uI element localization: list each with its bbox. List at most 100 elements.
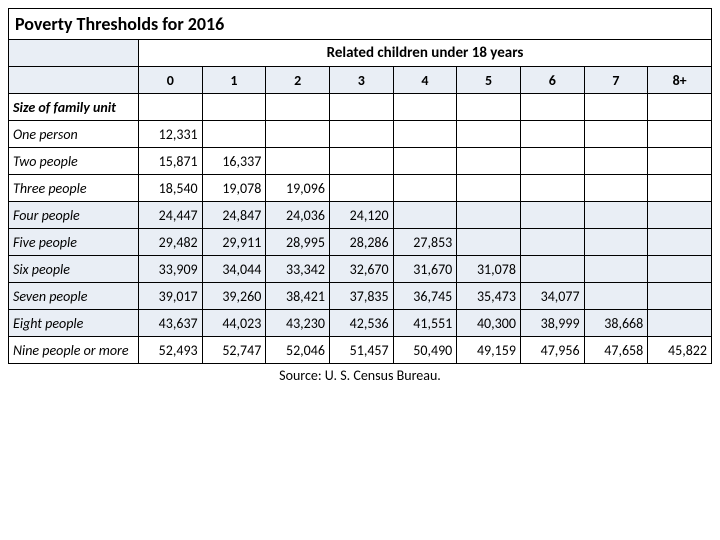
value-cell: 34,044: [202, 256, 266, 283]
value-cell: 44,023: [202, 310, 266, 337]
value-cell: 33,342: [266, 256, 330, 283]
col-head-6: 6: [520, 67, 584, 94]
row-label: Seven people: [9, 283, 139, 310]
column-header-row: 0 1 2 3 4 5 6 7 8+: [9, 67, 712, 94]
table-row: Four people24,44724,84724,03624,120: [9, 202, 712, 229]
empty-cell: [393, 175, 457, 202]
value-cell: 52,046: [266, 337, 330, 364]
col-head-1: 1: [202, 67, 266, 94]
value-cell: 38,668: [584, 310, 648, 337]
subtitle-blank: [9, 40, 139, 67]
row-label: One person: [9, 121, 139, 148]
row-label: Nine people or more: [9, 337, 139, 364]
value-cell: 31,670: [393, 256, 457, 283]
value-cell: 52,747: [202, 337, 266, 364]
value-cell: 39,260: [202, 283, 266, 310]
size-header-row: Size of family unit: [9, 94, 712, 121]
empty-cell: [457, 148, 521, 175]
value-cell: 28,995: [266, 229, 330, 256]
value-cell: 27,853: [393, 229, 457, 256]
empty-cell: [648, 175, 712, 202]
empty-cell: [266, 121, 330, 148]
row-label: Eight people: [9, 310, 139, 337]
row-label: Two people: [9, 148, 139, 175]
value-cell: 45,822: [648, 337, 712, 364]
value-cell: 47,956: [520, 337, 584, 364]
value-cell: 24,447: [139, 202, 203, 229]
value-cell: 38,999: [520, 310, 584, 337]
value-cell: 29,911: [202, 229, 266, 256]
col-head-8: 8+: [648, 67, 712, 94]
value-cell: 28,286: [329, 229, 393, 256]
title-row: Poverty Thresholds for 2016: [9, 9, 712, 40]
subtitle-row: Related children under 18 years: [9, 40, 712, 67]
empty-cell: [520, 229, 584, 256]
empty-cell: [457, 121, 521, 148]
col-head-5: 5: [457, 67, 521, 94]
empty-cell: [648, 148, 712, 175]
empty-cell: [648, 229, 712, 256]
col-head-7: 7: [584, 67, 648, 94]
table-row: Eight people43,63744,02343,23042,53641,5…: [9, 310, 712, 337]
empty-cell: [648, 202, 712, 229]
empty-cell: [520, 202, 584, 229]
empty-cell: [202, 121, 266, 148]
size-header-label: Size of family unit: [9, 94, 139, 121]
empty-cell: [584, 121, 648, 148]
value-cell: 12,331: [139, 121, 203, 148]
value-cell: 19,078: [202, 175, 266, 202]
subtitle-text: Related children under 18 years: [139, 40, 712, 67]
value-cell: 24,036: [266, 202, 330, 229]
value-cell: 36,745: [393, 283, 457, 310]
value-cell: 18,540: [139, 175, 203, 202]
empty-cell: [648, 310, 712, 337]
value-cell: 39,017: [139, 283, 203, 310]
value-cell: 43,230: [266, 310, 330, 337]
value-cell: 19,096: [266, 175, 330, 202]
value-cell: 32,670: [329, 256, 393, 283]
value-cell: 49,159: [457, 337, 521, 364]
empty-cell: [584, 202, 648, 229]
col-head-blank: [9, 67, 139, 94]
col-head-3: 3: [329, 67, 393, 94]
value-cell: 29,482: [139, 229, 203, 256]
value-cell: 35,473: [457, 283, 521, 310]
empty-cell: [393, 121, 457, 148]
col-head-4: 4: [393, 67, 457, 94]
table-row: One person12,331: [9, 121, 712, 148]
value-cell: 31,078: [457, 256, 521, 283]
empty-cell: [393, 148, 457, 175]
empty-cell: [329, 148, 393, 175]
empty-cell: [520, 148, 584, 175]
empty-cell: [648, 121, 712, 148]
empty-cell: [520, 175, 584, 202]
empty-cell: [584, 148, 648, 175]
value-cell: 42,536: [329, 310, 393, 337]
value-cell: 40,300: [457, 310, 521, 337]
row-label: Five people: [9, 229, 139, 256]
empty-cell: [648, 256, 712, 283]
table-row: Seven people39,01739,26038,42137,83536,7…: [9, 283, 712, 310]
empty-cell: [457, 229, 521, 256]
table-row: Three people18,54019,07819,096: [9, 175, 712, 202]
value-cell: 33,909: [139, 256, 203, 283]
value-cell: 15,871: [139, 148, 203, 175]
empty-cell: [457, 202, 521, 229]
value-cell: 16,337: [202, 148, 266, 175]
empty-cell: [520, 121, 584, 148]
table-row: Nine people or more52,49352,74752,04651,…: [9, 337, 712, 364]
empty-cell: [584, 175, 648, 202]
empty-cell: [648, 283, 712, 310]
col-head-0: 0: [139, 67, 203, 94]
empty-cell: [520, 256, 584, 283]
empty-cell: [457, 175, 521, 202]
empty-cell: [329, 121, 393, 148]
value-cell: 24,120: [329, 202, 393, 229]
col-head-2: 2: [266, 67, 330, 94]
value-cell: 52,493: [139, 337, 203, 364]
value-cell: 41,551: [393, 310, 457, 337]
value-cell: 24,847: [202, 202, 266, 229]
value-cell: 50,490: [393, 337, 457, 364]
empty-cell: [584, 256, 648, 283]
empty-cell: [584, 229, 648, 256]
